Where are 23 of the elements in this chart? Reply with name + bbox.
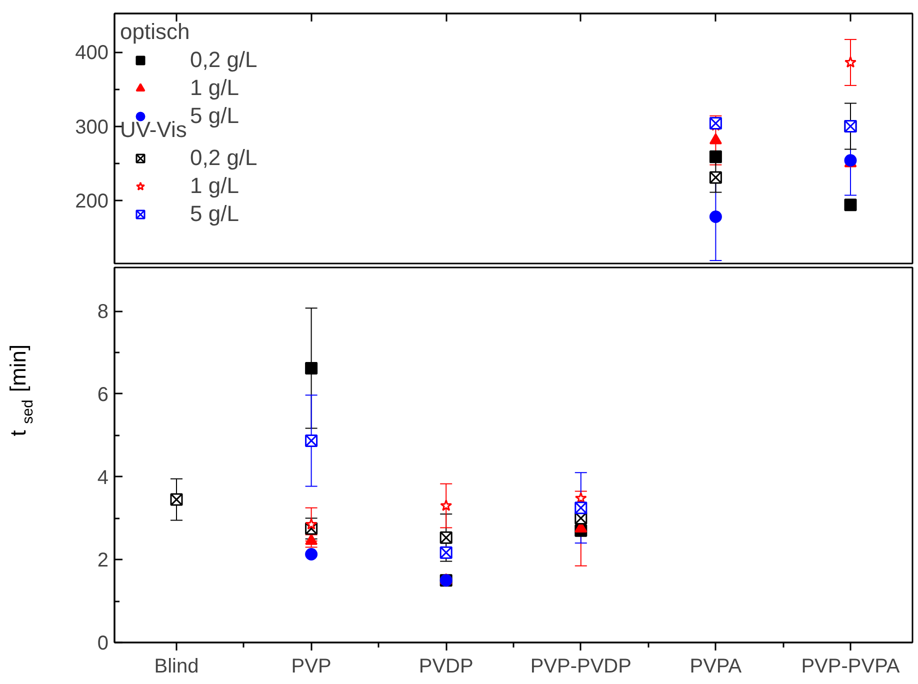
- x-tick-label: PVP: [291, 656, 332, 678]
- y-tick-label: 6: [97, 384, 108, 406]
- x-tick-label: PVPA: [690, 656, 742, 678]
- y-tick-label: 2: [97, 550, 108, 572]
- x-tick-label: PVP-PVDP: [530, 656, 632, 678]
- legend-label: 5 g/L: [190, 103, 239, 129]
- x-tick-label: PVP-PVPA: [801, 656, 900, 678]
- x-tick-label: PVDP: [418, 656, 474, 678]
- y-tick-label: 300: [75, 116, 109, 138]
- legend-label: 0,2 g/L: [190, 145, 258, 171]
- legend-label: 5 g/L: [190, 201, 239, 227]
- y-tick-label: 8: [97, 301, 108, 324]
- legend-label: 1 g/L: [190, 75, 239, 101]
- y-tick-label: 400: [75, 42, 109, 64]
- legend-label: 0,2 g/L: [190, 47, 258, 73]
- y-tick-label: 0: [97, 632, 108, 654]
- text: UV-Vis: [120, 117, 187, 142]
- legend-label: 1 g/L: [190, 173, 239, 199]
- y-tick-label: 200: [75, 190, 109, 212]
- y-axis-title: tsed [min]: [6, 344, 36, 436]
- text: optisch: [120, 19, 190, 44]
- y-tick-label: 4: [97, 466, 108, 489]
- x-tick-label: Blind: [154, 656, 199, 678]
